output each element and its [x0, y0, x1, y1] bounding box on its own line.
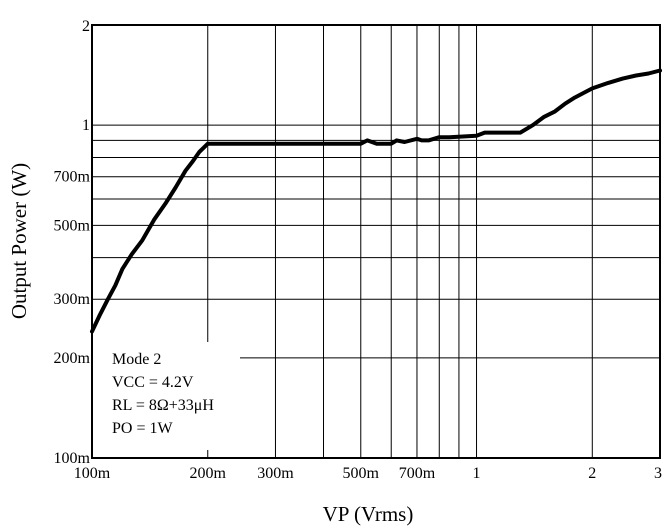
- x-tick-label: 700m: [399, 465, 436, 482]
- x-axis-label: VP (Vrms): [323, 502, 414, 526]
- y-tick-label: 300m: [54, 291, 91, 308]
- x-tick-label: 500m: [343, 465, 380, 482]
- y-tick-labels: 100m 200m 300m 500m 700m 1 2: [54, 18, 91, 467]
- y-tick-label: 2: [82, 18, 90, 35]
- x-tick-label: 300m: [257, 465, 294, 482]
- annotation-background: [92, 342, 240, 450]
- x-tick-label: 1: [473, 465, 481, 482]
- annotation-line: VCC = 4.2V: [112, 374, 194, 391]
- y-tick-label: 100m: [54, 450, 91, 467]
- y-tick-label: 1: [82, 117, 90, 134]
- x-tick-labels: 100m 200m 300m 500m 700m 1 2 3: [74, 465, 662, 482]
- y-tick-label: 700m: [54, 169, 91, 186]
- annotation-line: PO = 1W: [112, 420, 173, 437]
- x-tick-label: 2: [588, 465, 596, 482]
- y-axis-label: Output Power (W): [7, 163, 31, 319]
- x-tick-label: 200m: [190, 465, 227, 482]
- annotation-box: Mode 2 VCC = 4.2V RL = 8Ω+33μH PO = 1W: [112, 351, 214, 437]
- annotation-line: Mode 2: [112, 351, 161, 368]
- series-line: [90, 68, 662, 334]
- x-tick-label: 3: [654, 465, 662, 482]
- plot-frame: [91, 24, 661, 459]
- y-tick-label: 200m: [54, 350, 91, 367]
- annotation-line: RL = 8Ω+33μH: [112, 397, 214, 414]
- y-tick-label: 500m: [54, 217, 91, 234]
- x-tick-label: 100m: [74, 465, 111, 482]
